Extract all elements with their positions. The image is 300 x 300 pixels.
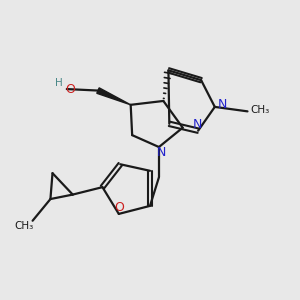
Text: CH₃: CH₃ bbox=[14, 221, 33, 231]
Text: N: N bbox=[157, 146, 166, 160]
Text: CH₃: CH₃ bbox=[250, 105, 270, 115]
Text: O: O bbox=[114, 201, 124, 214]
Text: O: O bbox=[65, 82, 75, 96]
Text: N: N bbox=[193, 118, 202, 130]
Text: N: N bbox=[218, 98, 227, 111]
Polygon shape bbox=[97, 88, 131, 105]
Text: H: H bbox=[55, 77, 62, 88]
